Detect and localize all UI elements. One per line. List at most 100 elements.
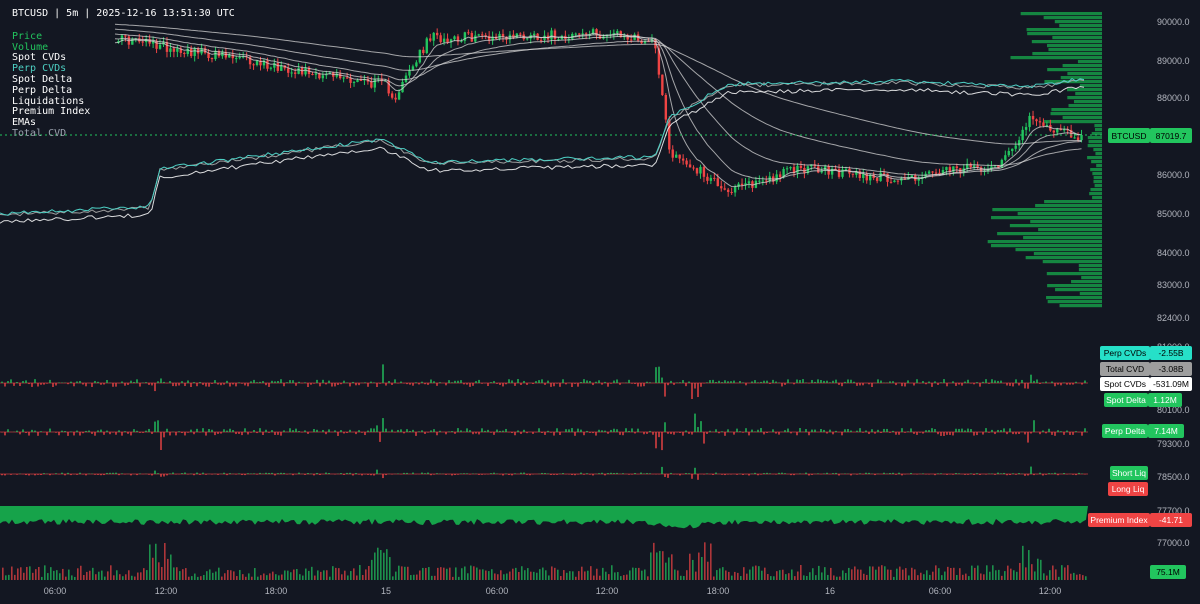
volume-bar [824, 567, 826, 580]
volume-profile-bar [1093, 180, 1102, 184]
y-tick-label: 84000.0 [1157, 248, 1190, 258]
volume-bar [95, 574, 97, 580]
volume-bar [695, 571, 697, 580]
candle-body [235, 58, 238, 60]
volume-profile-bar [1078, 264, 1102, 268]
volume-bar [89, 570, 91, 580]
legend-item[interactable]: EMAs [12, 117, 37, 129]
volume-bar [536, 572, 538, 580]
time-axis[interactable]: 06:00 12:00 18:00 15 06:00 12:00 18:00 16 06:00 1… [44, 586, 1062, 596]
legend-item[interactable]: Perp Delta [12, 84, 73, 96]
legend-item[interactable]: Price [12, 30, 43, 42]
candle-body [720, 186, 723, 189]
x-tick-label: 15 [381, 586, 391, 596]
volume-bar [290, 572, 292, 580]
volume-profile-bar [987, 240, 1102, 244]
volume-bar [380, 550, 382, 580]
volume-bar [44, 565, 46, 580]
candle-body [131, 38, 134, 45]
volume-bar [260, 575, 262, 580]
legend-item[interactable]: Spot Delta [12, 73, 73, 85]
volume-bar [35, 569, 37, 580]
volume-bar [311, 566, 313, 580]
volume-bar [887, 569, 889, 580]
perp-cvd-line [0, 77, 1085, 216]
volume-bar [839, 576, 841, 580]
volume-bar [1064, 567, 1066, 580]
volume-bar [1076, 574, 1078, 580]
volume-profile-bar [1015, 248, 1102, 252]
volume-bar [1019, 562, 1021, 580]
candle-body [349, 77, 352, 83]
volume-bar [488, 571, 490, 580]
volume-bar [356, 575, 358, 580]
candle-body [966, 163, 969, 169]
legend-item[interactable]: Perp CVDs [12, 63, 67, 75]
volume-profile-bar [1017, 212, 1102, 216]
volume-bar [893, 576, 895, 580]
volume-bar [131, 575, 133, 580]
volume-profile-bar [1043, 16, 1102, 20]
volume-bar [464, 566, 466, 580]
legend-item[interactable]: Total CVD [12, 127, 67, 139]
volume-profile-bar [997, 232, 1102, 236]
legend-item[interactable]: Liquidations [12, 95, 85, 107]
volume-bar [254, 568, 256, 580]
volume-bar [701, 556, 703, 580]
legend-item[interactable]: Premium Index [12, 106, 91, 118]
volume-bar [182, 569, 184, 580]
candle-body [404, 75, 408, 82]
volume-bar [50, 567, 52, 580]
volume-profile-bar [1062, 64, 1102, 68]
volume-bar [527, 568, 529, 580]
volume-profile-bar [1090, 188, 1102, 192]
y-tick-label: 89000.0 [1157, 56, 1190, 66]
volume-bar [782, 569, 784, 580]
x-tick-label: 16 [825, 586, 835, 596]
volume-bar [1010, 568, 1012, 580]
candle-body [654, 39, 657, 49]
volume-bar [104, 576, 106, 580]
price-axis[interactable]: 90000.089000.088000.087000.086000.085000… [1157, 17, 1190, 548]
cvd-name-tag-bg [1100, 377, 1150, 391]
candle-body [858, 171, 862, 179]
volume-bar [872, 566, 874, 580]
volume-bar [770, 576, 772, 580]
candle-body [1073, 137, 1076, 139]
spot-delta-name-tag-bg [1104, 393, 1148, 407]
volume-bar [569, 571, 571, 580]
volume-bar [881, 565, 883, 580]
candle-body [172, 48, 176, 52]
volume-bar [779, 570, 781, 580]
candle-body [415, 62, 418, 67]
legend-item[interactable]: Spot CVDs [12, 52, 67, 64]
candle-body [955, 166, 959, 169]
candle-body [896, 180, 900, 182]
value-tags: BTCUSD 87019.7 Perp CVDs -2.55B Total CVD -3.… [1088, 128, 1192, 579]
candle-body [293, 72, 297, 74]
candle-body [165, 42, 169, 52]
candle-body [688, 164, 692, 168]
volume-profile-bar [1035, 204, 1102, 208]
volume-bar [869, 566, 871, 580]
volume-bar [191, 576, 193, 580]
volume-bar [368, 566, 370, 580]
candle-body [338, 73, 342, 79]
volume-bar [629, 570, 631, 580]
candle-body [179, 48, 183, 53]
candle-body [1076, 137, 1080, 141]
volume-bar [686, 570, 688, 580]
volume-bar [407, 566, 409, 580]
volume-bar [917, 575, 919, 580]
volume-bar [632, 567, 634, 580]
volume-bar [689, 553, 691, 580]
volume-bar [1034, 571, 1036, 580]
volume-bar [707, 561, 709, 580]
volume-bar [674, 569, 676, 580]
candle-body [626, 35, 629, 40]
legend-item[interactable]: Volume [12, 41, 49, 53]
volume-bar [500, 570, 502, 580]
volume-bar [587, 570, 589, 580]
volume-bar [422, 567, 424, 580]
volume-bar [134, 576, 136, 580]
